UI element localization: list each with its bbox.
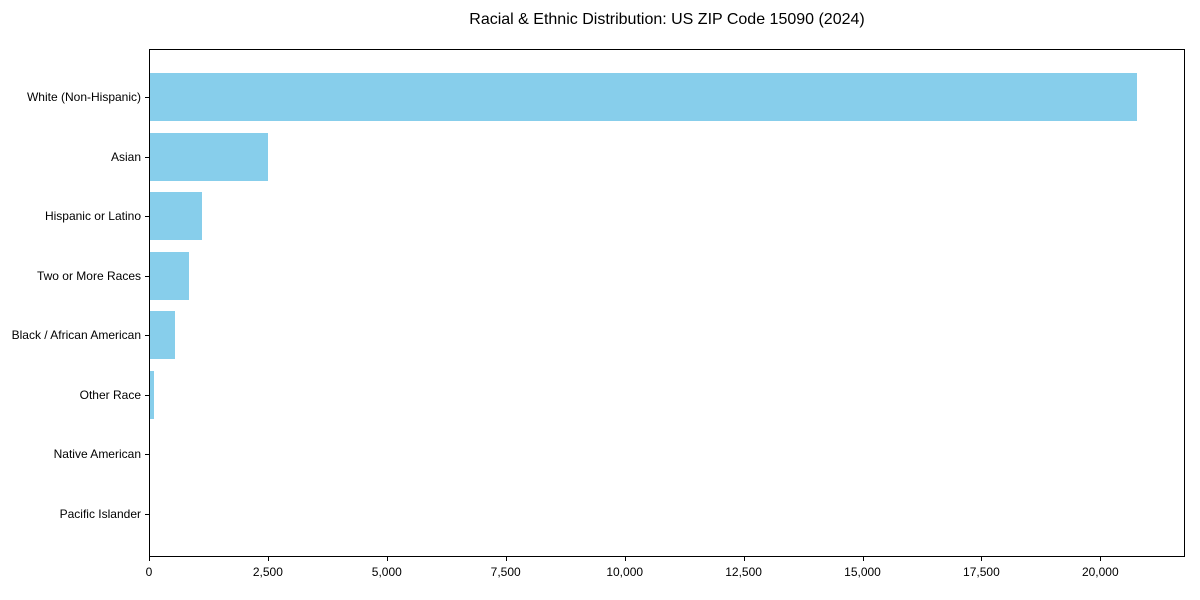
plot-area <box>149 49 1185 557</box>
x-axis-tick-label: 5,000 <box>371 565 402 579</box>
y-axis-tick <box>145 335 149 337</box>
x-axis-tick <box>981 557 983 561</box>
y-axis-tick <box>145 275 149 277</box>
x-axis-tick <box>149 557 150 561</box>
bar-asian <box>150 132 269 181</box>
chart-title: Racial & Ethnic Distribution: US ZIP Cod… <box>469 11 865 28</box>
x-axis-tick-label: 10,000 <box>606 565 644 579</box>
bar-hispanic-or-latino <box>150 192 202 241</box>
x-axis-tick <box>505 557 507 561</box>
y-axis-tick <box>145 97 149 98</box>
y-axis-label: Other Race <box>79 387 141 402</box>
x-axis-tick-label: 7,500 <box>490 565 521 579</box>
y-axis-label: Two or More Races <box>36 268 141 283</box>
y-axis-tick <box>145 156 149 158</box>
y-axis-tick <box>145 513 149 515</box>
y-axis-label: Black / African American <box>11 328 141 343</box>
x-axis-tick-label: 15,000 <box>844 565 881 579</box>
y-axis-label: Asian <box>110 149 141 164</box>
bar-two-or-more-races <box>150 251 189 300</box>
bar-other-race <box>150 370 154 419</box>
x-axis-tick <box>267 557 269 561</box>
x-axis-tick-label: 17,500 <box>963 565 1000 579</box>
y-axis-label: Hispanic or Latino <box>44 209 141 224</box>
y-axis-label: Pacific Islander <box>59 506 141 521</box>
y-axis-tick <box>145 454 149 456</box>
bar-white-non-hispanic <box>150 73 1137 121</box>
x-axis-tick-label: 20,000 <box>1081 565 1119 579</box>
bar-black-african-american <box>150 311 176 360</box>
y-axis-tick <box>145 216 149 218</box>
x-axis-tick <box>743 557 745 561</box>
y-axis-label: Native American <box>53 447 141 462</box>
x-axis-tick <box>862 557 864 561</box>
x-axis-tick-label: 0 <box>145 565 153 579</box>
x-axis-tick <box>624 557 626 561</box>
y-axis-label: White (Non-Hispanic) <box>26 90 141 104</box>
x-axis-tick-label: 12,500 <box>725 565 762 579</box>
y-axis-tick <box>145 394 149 396</box>
x-axis-tick <box>386 557 388 561</box>
x-axis-tick-label: 2,500 <box>252 565 283 579</box>
x-axis-tick <box>1100 557 1102 561</box>
